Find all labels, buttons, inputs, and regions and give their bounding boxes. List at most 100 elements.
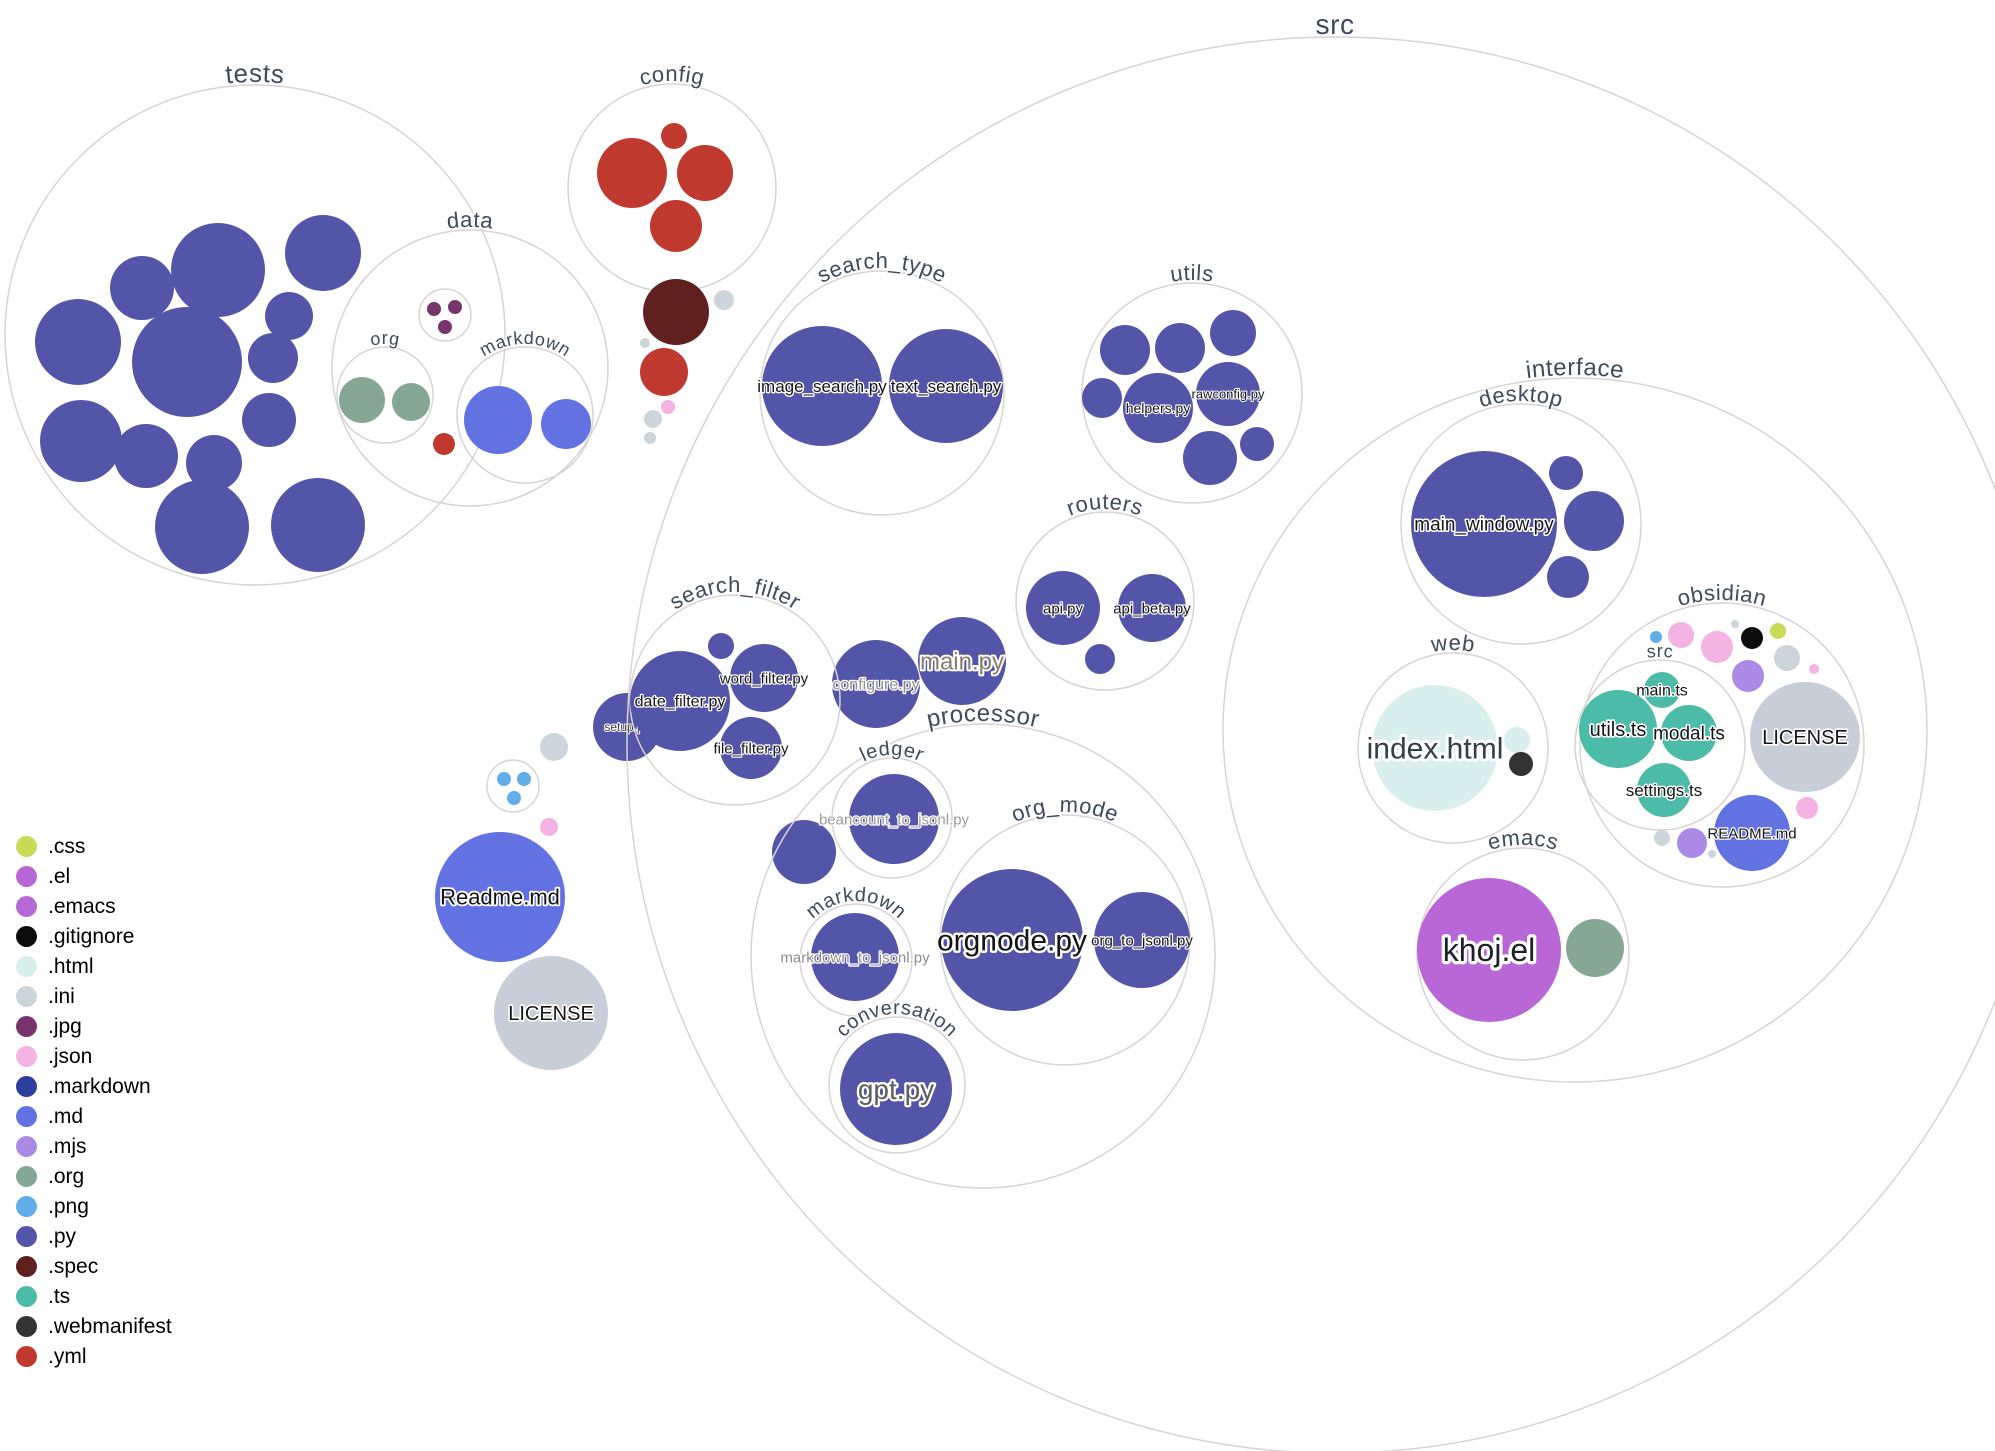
file-circle-md	[541, 399, 591, 449]
file-label-date_filter.py: date_filter.py	[635, 694, 726, 711]
file-circle-webmanifest	[1509, 752, 1533, 776]
file-circle-ini	[1708, 850, 1716, 858]
file-label-rawconfig.py: rawconfig.py	[1192, 387, 1265, 402]
legend-item-md: .md	[16, 1101, 172, 1131]
file-circle-main.py	[918, 617, 1006, 705]
file-label-main_window.py: main_window.py	[1414, 515, 1554, 536]
folder-label-org: org	[369, 328, 402, 350]
legend-dot-markdown	[16, 1075, 37, 1097]
file-circle-orgnode.py	[941, 869, 1083, 1011]
file-label-index.html: index.html	[1367, 733, 1504, 766]
legend-item-el: .el	[16, 861, 172, 891]
folder-circle-desktop	[1400, 403, 1642, 645]
file-circle-Readme.md	[435, 832, 565, 962]
file-circle-jpg	[448, 300, 462, 314]
file-circle-org	[1566, 919, 1624, 977]
file-label-api_beta.py: api_beta.py	[1113, 600, 1191, 617]
file-circle-py	[114, 424, 178, 488]
file-circle-main.ts	[1644, 672, 1680, 708]
file-circle-py	[110, 256, 174, 320]
file-circle-beancount_to_jsonl.py	[849, 774, 939, 864]
folder-circle-src	[626, 36, 1995, 1451]
file-circle-json	[540, 818, 558, 836]
file-label-settings.ts: settings.ts	[1626, 781, 1703, 800]
legend-item-json: .json	[16, 1041, 172, 1071]
file-label-khoj.el: khoj.el	[1443, 932, 1536, 968]
legend-dot-spec	[16, 1255, 37, 1277]
file-circle-text_search.py	[889, 329, 1003, 443]
file-circle-ini	[1654, 830, 1670, 846]
file-circle-jpg	[427, 302, 441, 316]
file-circle-ini	[540, 733, 568, 761]
folder-circle-ledger	[831, 757, 953, 879]
legend-dot-ini	[16, 985, 37, 1007]
file-circle-org	[339, 377, 385, 423]
legend-dot-el	[16, 865, 37, 887]
file-circle-modal.ts	[1661, 705, 1717, 761]
folder-label-src: src	[1315, 9, 1355, 40]
legend-dot-emacs	[16, 895, 37, 917]
folder-label-obsidian: obsidian	[1675, 580, 1770, 611]
legend-label-png: .png	[48, 1194, 89, 1218]
file-label-LICENSE: LICENSE	[1762, 727, 1848, 749]
file-circle-yml	[650, 200, 702, 252]
folder-label-org_mode: org_mode	[1008, 792, 1122, 827]
legend-label-el: .el	[48, 864, 71, 888]
file-circle-org	[392, 383, 430, 421]
folder-label-search_filter: search_filter	[665, 572, 805, 614]
legend: .css .el .emacs .gitignore .html .ini .jpg .jso…	[16, 831, 172, 1371]
legend-label-webmanifest: .webmanifest	[48, 1314, 172, 1338]
file-circle-khoj.el	[1417, 878, 1561, 1022]
folder-label-desktop: desktop	[1476, 381, 1566, 412]
file-label-file_filter.py: file_filter.py	[713, 740, 789, 757]
file-circle-ini	[644, 410, 662, 428]
file-circle-word_filter.py	[730, 644, 798, 712]
folder-label-config: config	[637, 61, 707, 90]
file-label-helpers.py: helpers.py	[1126, 400, 1191, 416]
folder-label-path-processor	[803, 721, 1163, 805]
file-circle-markdown_to_jsonl.py	[811, 913, 899, 1001]
file-label-image_search.py: image_search.py	[757, 377, 887, 396]
file-label-README.md: README.md	[1707, 825, 1796, 842]
file-circle-mjs	[1732, 660, 1764, 692]
legend-label-emacs: .emacs	[48, 894, 116, 918]
legend-item-webmanifest: .webmanifest	[16, 1311, 172, 1341]
legend-item-jpg: .jpg	[16, 1011, 172, 1041]
file-circle-gpt.py	[840, 1033, 952, 1145]
file-circle-json	[1668, 622, 1694, 648]
file-circle-md	[464, 386, 532, 454]
file-circle-py	[1240, 427, 1274, 461]
file-circle-ini	[1731, 620, 1739, 628]
file-circle-configure.py	[832, 640, 920, 728]
folder-label-interface: interface	[1524, 354, 1625, 384]
folder-label-path-tests	[61, 82, 449, 172]
folder-circle-markdown	[456, 346, 594, 484]
file-circle-py	[35, 299, 121, 385]
file-circle-py	[1082, 378, 1122, 418]
file-circle-py	[772, 820, 836, 884]
legend-dot-gitignore	[16, 925, 37, 947]
legend-label-jpg: .jpg	[48, 1014, 82, 1038]
folder-label-web: web	[1429, 630, 1477, 657]
file-circle-py	[708, 633, 734, 659]
folder-label-src: src	[1646, 641, 1674, 662]
file-label-main.py: main.py	[920, 648, 1004, 675]
folder-circle-search_filter	[629, 594, 841, 806]
legend-label-html: .html	[48, 954, 94, 978]
folder-circle-markdown	[799, 903, 913, 1017]
file-circle-gitignore	[1741, 627, 1763, 649]
file-circle-LICENSE	[494, 956, 608, 1070]
file-circle-image_search.py	[762, 326, 882, 446]
legend-dot-py	[16, 1225, 37, 1247]
legend-item-emacs: .emacs	[16, 891, 172, 921]
file-circle-date_filter.py	[630, 651, 730, 751]
folder-circle-interface	[1222, 377, 1928, 1083]
file-label-Readme.md: Readme.md	[440, 885, 560, 910]
folder-circle-obsidian	[1579, 602, 1865, 888]
folder-circle-tests	[4, 84, 506, 586]
legend-label-org: .org	[48, 1164, 85, 1188]
file-circle-api_beta.py	[1118, 574, 1186, 642]
file-circle-yml	[661, 123, 687, 149]
file-label-word_filter.py: word_filter.py	[719, 670, 809, 687]
